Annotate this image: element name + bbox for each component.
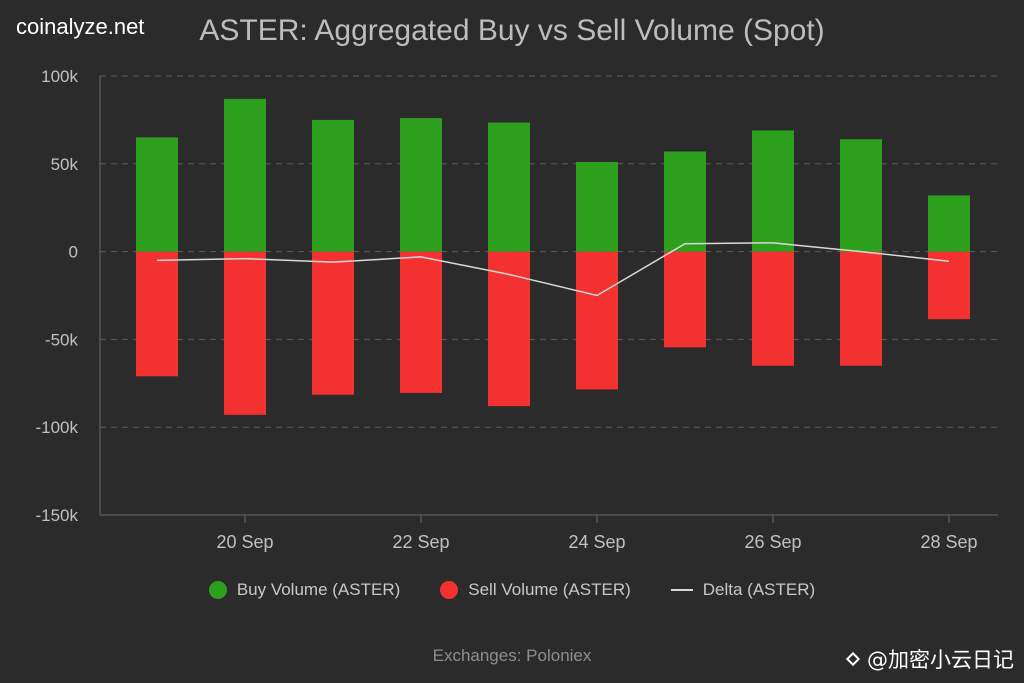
legend-item-sell[interactable]: Sell Volume (ASTER) — [440, 580, 631, 600]
binance-logo-icon — [845, 651, 861, 667]
y-tick-label: -50k — [45, 330, 79, 349]
watermark: @加密小云日记 — [845, 644, 1014, 674]
buy-bar — [664, 151, 706, 252]
delta-line-icon — [670, 589, 693, 591]
sell-bar — [752, 251, 794, 366]
legend-label-sell: Sell Volume (ASTER) — [468, 580, 631, 599]
legend: Buy Volume (ASTER) Sell Volume (ASTER) D… — [0, 580, 1024, 600]
x-tick-label: 24 Sep — [568, 532, 625, 552]
sell-marker-icon — [440, 581, 459, 599]
buy-bar — [576, 162, 618, 252]
watermark-text: @加密小云日记 — [867, 648, 1014, 672]
y-tick-label: -100k — [35, 418, 78, 437]
sell-bar — [576, 251, 618, 390]
x-tick-label: 28 Sep — [920, 532, 977, 552]
sell-bar — [664, 251, 706, 348]
legend-label-buy: Buy Volume (ASTER) — [236, 580, 401, 599]
y-tick-label: 100k — [41, 67, 78, 86]
buy-bar — [488, 122, 530, 252]
sell-bar — [224, 251, 266, 415]
delta-line — [156, 242, 950, 297]
sell-bar — [312, 251, 354, 395]
legend-item-buy[interactable]: Buy Volume (ASTER) — [208, 580, 401, 600]
buy-bar — [136, 137, 178, 252]
buy-bar — [400, 118, 442, 252]
x-tick-label: 22 Sep — [392, 532, 449, 552]
sell-bar — [400, 251, 442, 393]
y-tick-label: -150k — [35, 506, 78, 525]
x-tick-label: 26 Sep — [744, 532, 801, 552]
x-tick-label: 20 Sep — [216, 532, 273, 552]
sell-bar — [840, 251, 882, 366]
buy-bar — [312, 119, 354, 252]
brand-logo-text[interactable]: coinalyze.net — [16, 14, 145, 39]
y-tick-label: 0 — [69, 243, 78, 262]
sell-bar — [136, 251, 178, 377]
exchanges-footer: Exchanges: Poloniex — [432, 646, 592, 665]
legend-label-delta: Delta (ASTER) — [702, 580, 816, 599]
buy-bar — [224, 98, 266, 252]
buy-bar — [752, 130, 794, 252]
buy-bar — [928, 195, 970, 252]
chart-title: ASTER: Aggregated Buy vs Sell Volume (Sp… — [199, 14, 825, 47]
buy-marker-icon — [208, 581, 227, 599]
sell-bar — [928, 251, 970, 320]
y-tick-label: 50k — [51, 155, 79, 174]
buy-bar — [840, 139, 882, 252]
legend-item-delta[interactable]: Delta (ASTER) — [670, 580, 816, 600]
